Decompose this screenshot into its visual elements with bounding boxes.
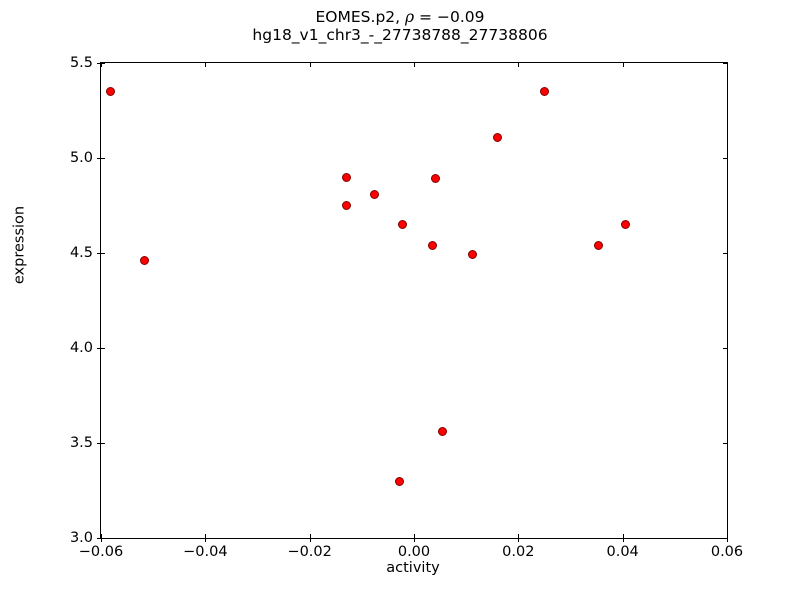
y-axis-tick-right xyxy=(723,253,727,254)
scatter-point xyxy=(369,189,379,199)
y-axis-tick xyxy=(97,63,101,64)
scatter-point xyxy=(593,240,603,250)
x-axis-tick-inner xyxy=(727,534,728,538)
chart-subtitle: hg18_v1_chr3_-_27738788_27738806 xyxy=(252,26,548,45)
y-axis-tick-label: 5.0 xyxy=(69,150,93,166)
scatter-point xyxy=(395,476,405,486)
x-axis-tick-inner xyxy=(101,534,102,538)
scatter-point xyxy=(492,132,502,142)
scatter-point xyxy=(620,220,630,229)
y-axis-tick-inner xyxy=(101,63,105,64)
y-axis-tick-inner xyxy=(101,253,105,254)
scatter-point xyxy=(430,174,440,184)
plot-area xyxy=(101,63,727,538)
x-axis-tick-top xyxy=(727,63,728,67)
y-axis-tick-inner xyxy=(101,538,105,539)
y-axis-label: expression xyxy=(11,205,28,285)
x-axis-tick-inner xyxy=(518,534,520,538)
x-axis-tick-inner xyxy=(205,534,207,538)
plot-axes-frame: 3.0 3.5 4.0 4.5 5.0 5.5 −0.06 −0.04 −0.02 0.00 0.0… xyxy=(70,55,743,560)
x-axis-tick xyxy=(414,538,415,542)
x-axis-tick-label: 0.02 xyxy=(502,544,535,560)
x-axis-tick xyxy=(518,538,520,542)
scatter-point xyxy=(427,240,437,250)
x-axis-tick-label: 0.04 xyxy=(606,544,639,560)
y-axis-tick-right xyxy=(723,443,727,444)
x-axis-tick-top xyxy=(101,63,102,67)
x-axis-tick xyxy=(205,538,207,542)
chart-title-line1: EOMES.p2, ρ = −0.09 xyxy=(0,8,800,26)
x-axis-tick xyxy=(622,538,624,542)
y-axis-tick xyxy=(97,348,101,349)
x-axis-tick xyxy=(101,538,102,542)
scatter-point xyxy=(105,87,115,96)
y-axis-tick-right xyxy=(723,63,727,64)
chart-title-prefix: EOMES.p2, xyxy=(315,8,405,26)
x-axis-tick-top xyxy=(414,63,415,67)
x-axis-tick-label: −0.06 xyxy=(78,544,124,560)
y-axis-tick-label: 3.5 xyxy=(69,435,93,451)
y-axis-tick xyxy=(97,253,101,254)
y-axis-tick-right xyxy=(723,158,727,159)
x-axis-tick-label: 0.06 xyxy=(710,544,744,560)
y-axis-tick-inner xyxy=(101,443,105,444)
x-axis-tick-top xyxy=(622,63,624,67)
scatter-point xyxy=(467,250,477,260)
y-axis-tick-label: 5.5 xyxy=(69,55,93,71)
x-axis-tick xyxy=(309,538,311,542)
x-axis-tick-inner xyxy=(622,534,624,538)
x-axis-tick xyxy=(727,538,728,542)
y-axis-tick-label: 4.0 xyxy=(69,340,93,356)
x-axis-tick-inner xyxy=(414,534,415,538)
y-axis-tick xyxy=(97,158,101,159)
y-axis-tick-inner xyxy=(101,348,105,349)
x-axis-tick-inner xyxy=(309,534,311,538)
chart-title-block: EOMES.p2, ρ = −0.09 hg18_v1_chr3_-_27738… xyxy=(0,8,800,45)
x-axis-label: activity xyxy=(386,560,440,576)
scatter-point xyxy=(342,172,352,182)
y-axis-tick xyxy=(97,538,101,539)
y-axis-tick-label: 3.0 xyxy=(69,530,93,546)
scatter-point xyxy=(140,256,150,266)
x-axis-tick-label: 0.00 xyxy=(397,544,431,560)
x-axis-tick-top xyxy=(205,63,207,67)
chart-title-rho-value: = −0.09 xyxy=(414,8,485,26)
scatter-point xyxy=(342,201,352,210)
y-axis-tick-inner xyxy=(101,158,105,159)
y-axis-tick xyxy=(97,443,101,444)
scatter-point xyxy=(398,220,408,229)
x-axis-tick-top xyxy=(518,63,520,67)
scatter-point xyxy=(539,87,549,96)
rho-symbol: ρ xyxy=(405,8,415,26)
y-axis-tick-right xyxy=(723,348,727,349)
x-axis-tick-top xyxy=(309,63,311,67)
x-axis-tick-label: −0.04 xyxy=(183,544,228,560)
scatter-point xyxy=(437,427,447,437)
y-axis-tick-right xyxy=(723,538,727,539)
x-axis-tick-label: −0.02 xyxy=(287,544,332,560)
y-axis-tick-label: 4.5 xyxy=(69,245,93,261)
